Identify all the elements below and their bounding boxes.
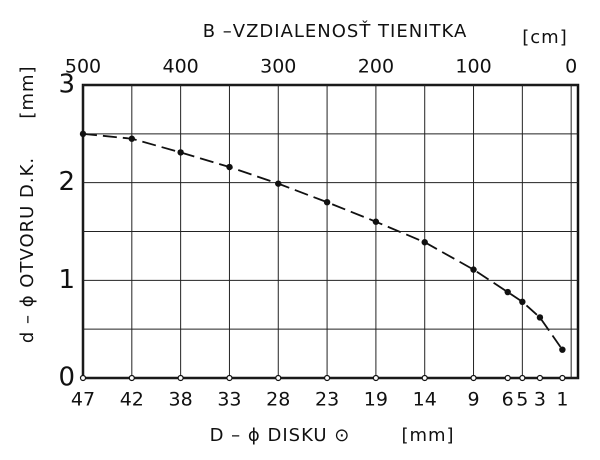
disk-marker [323,374,331,382]
y-tick-label: 2 [58,167,75,197]
data-line [82,132,564,351]
disk-marker [372,374,379,382]
data-point [536,314,544,321]
data-point [79,130,87,138]
disk-marker [559,374,566,382]
disk-marker [504,374,511,382]
disk-marker [519,374,526,382]
data-point [470,266,477,273]
disk-marker [421,374,428,382]
disk-marker [536,374,544,382]
top-tick-label: 100 [455,56,491,78]
bottom-tick-label: 47 [71,389,95,411]
bottom-tick-label: 38 [169,389,193,411]
data-point [559,346,566,353]
disk-marker [470,374,477,382]
data-point [421,239,428,246]
bottom-tick-label: 33 [217,389,241,411]
bottom-tick-label: 14 [413,389,437,411]
disk-marker [275,374,282,382]
top-tick-label: 200 [358,56,394,78]
data-point [372,218,380,225]
bottom-tick-label: 5 [516,389,528,411]
data-point [128,135,136,142]
bottom-axis-unit: [mm] [401,425,454,446]
bottom-tick-label: 42 [120,389,144,411]
bottom-tick-label: 19 [364,389,388,411]
bottom-axis-title: D – ϕ DISKU ⊙ [210,425,351,446]
disk-marker [226,374,233,382]
disk-marker [177,374,184,382]
bottom-tick-label: 23 [315,389,339,411]
bottom-tick-label: 28 [266,389,290,411]
y-axis-unit: [mm] [17,65,38,118]
y-tick-label: 0 [58,363,75,393]
top-axis-unit: [cm] [522,27,567,48]
y-axis-title: d – ϕ OTVORU D.K. [17,157,38,343]
data-point [177,149,184,156]
disk-marker [79,374,87,382]
data-point [323,199,331,206]
disk-marker [128,374,135,382]
data-point [226,163,233,171]
data-point [519,298,526,306]
bottom-tick-label: 6 [502,389,514,411]
top-tick-label: 300 [260,56,296,78]
bottom-tick-label: 1 [556,389,568,411]
top-tick-label: 0 [565,56,577,78]
top-tick-label: 500 [65,56,101,78]
data-point [504,288,511,296]
top-tick-label: 400 [163,56,199,78]
bottom-tick-label: 9 [467,389,479,411]
bottom-tick-label: 3 [534,389,546,411]
top-axis-title: B –VZDIALENOSŤ TIENITKA [203,20,468,42]
y-tick-label: 1 [58,265,75,295]
data-point [275,180,282,187]
y-tick-label: 3 [58,70,75,100]
